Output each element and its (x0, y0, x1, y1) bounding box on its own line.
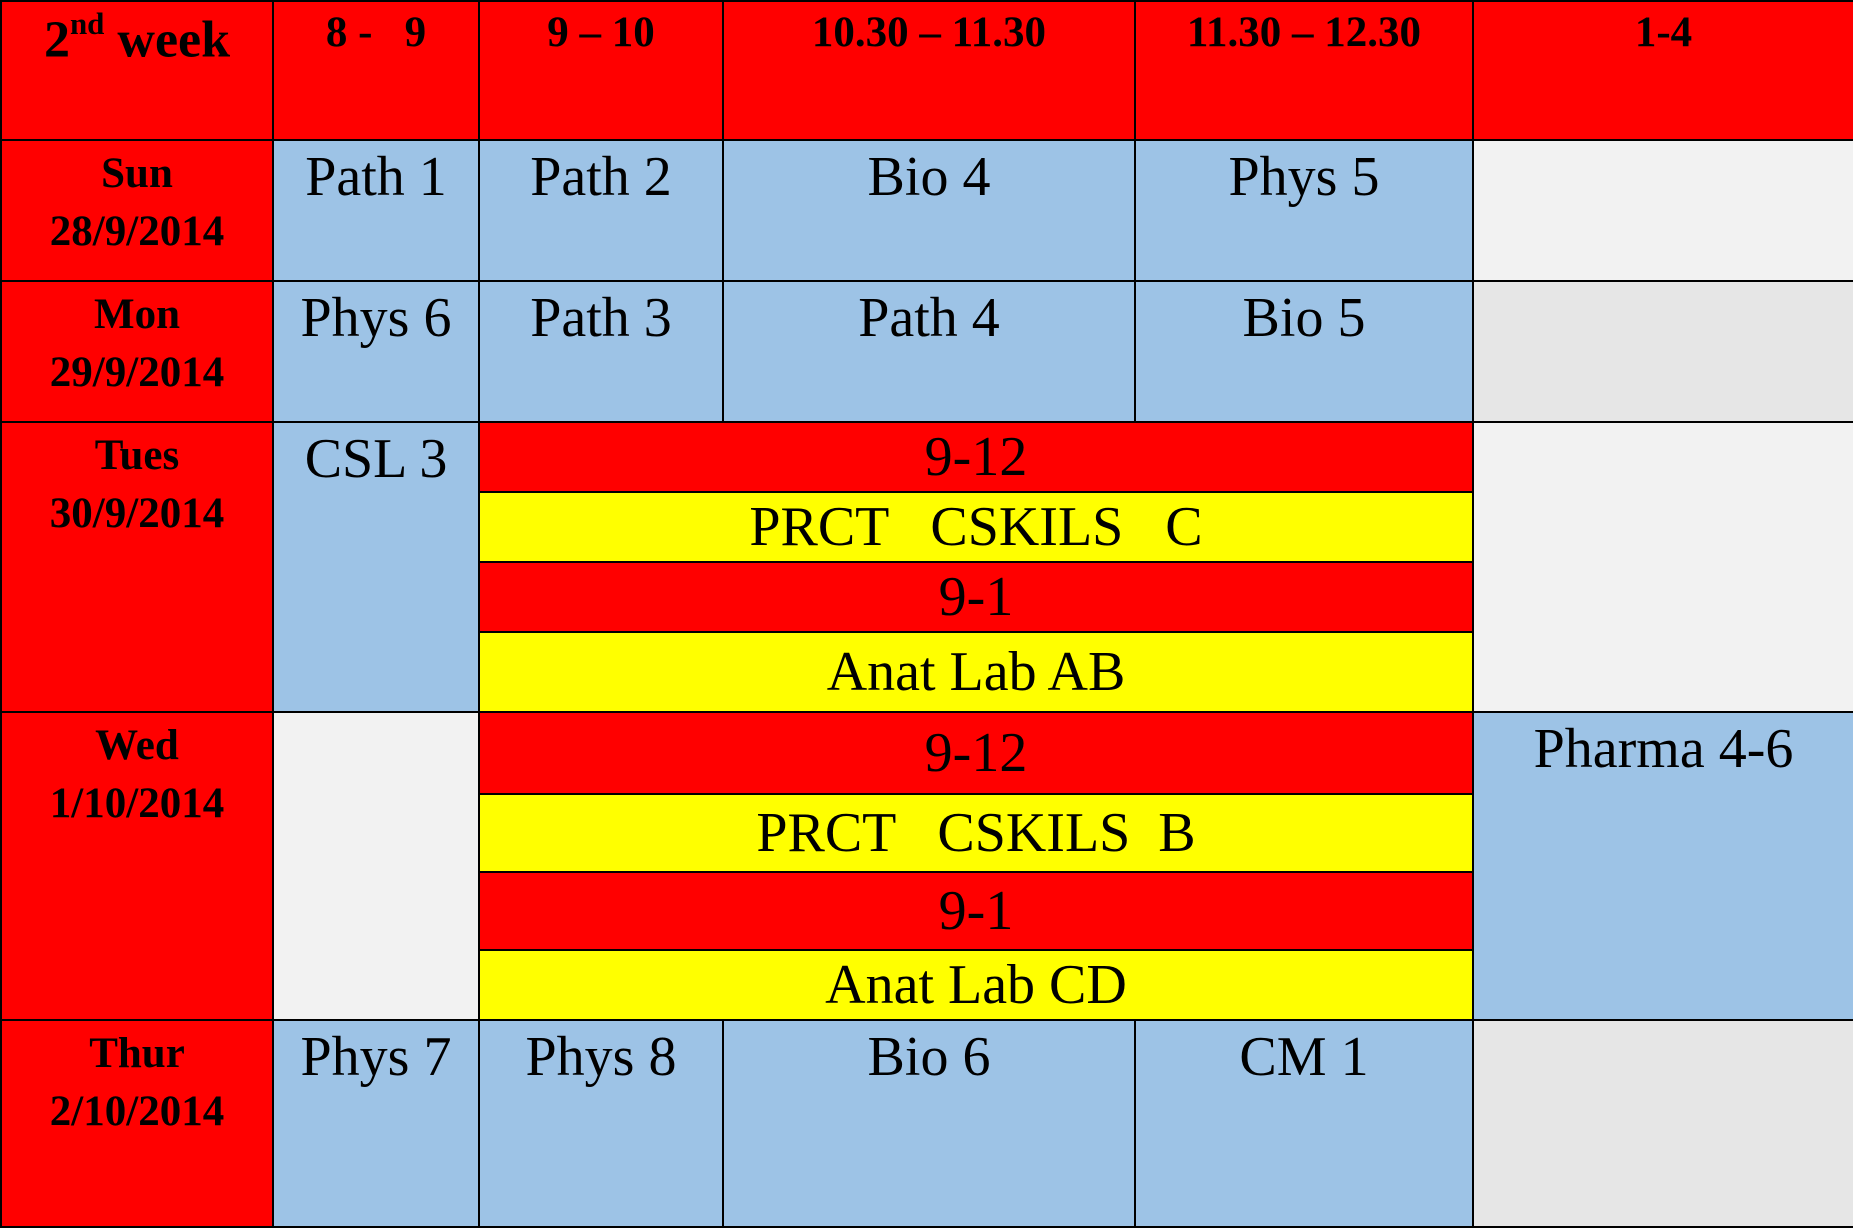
day-cell-thursday: Thur 2/10/2014 (0, 1019, 274, 1228)
lecture-cell: Phys 7 (272, 1019, 480, 1228)
day-cell-sunday: Sun 28/9/2014 (0, 139, 274, 282)
row-thursday: Thur 2/10/2014 Phys 7 Phys 8 Bio 6 CM 1 (0, 1019, 1853, 1228)
lecture-cell: Bio 5 (1134, 280, 1474, 423)
practical-session-band: Anat Lab AB (478, 631, 1474, 713)
day-name: Wed (95, 722, 179, 769)
lecture-cell: Path 4 (722, 280, 1136, 423)
empty-cell (1472, 139, 1853, 282)
week-title: 2nd week (0, 0, 274, 141)
day-date: 30/9/2014 (49, 490, 225, 537)
day-date: 1/10/2014 (49, 780, 225, 827)
practical-session-band: PRCT CSKILS C (478, 491, 1474, 563)
practical-session-band: Anat Lab CD (478, 949, 1474, 1021)
empty-cell (1472, 280, 1853, 423)
lecture-cell: Path 3 (478, 280, 724, 423)
day-name: Tues (94, 432, 180, 479)
lecture-cell: Phys 6 (272, 280, 480, 423)
row-sunday: Sun 28/9/2014 Path 1 Path 2 Bio 4 Phys 5 (0, 139, 1853, 282)
lecture-cell: Pharma 4-6 (1472, 711, 1853, 1021)
week-ordinal-suffix: nd (69, 6, 105, 41)
day-date: 28/9/2014 (49, 208, 225, 255)
row-tuesday: Tues 30/9/2014 CSL 3 9-12 (0, 421, 1853, 713)
lecture-cell: Bio 4 (722, 139, 1136, 282)
day-name: Thur (89, 1030, 185, 1077)
session-time-band: 9-1 (478, 561, 1474, 633)
day-cell-wednesday: Wed 1/10/2014 (0, 711, 274, 1021)
slot-header-3: 10.30 – 11.30 (722, 0, 1136, 141)
row-monday: Mon 29/9/2014 Phys 6 Path 3 Path 4 Bio 5 (0, 280, 1853, 423)
lecture-cell: Path 2 (478, 139, 724, 282)
slot-header-2: 9 – 10 (478, 0, 724, 141)
lecture-cell: Phys 8 (478, 1019, 724, 1228)
slot-header-1: 8 - 9 (272, 0, 480, 141)
day-date: 2/10/2014 (49, 1088, 225, 1135)
lecture-cell: Bio 6 (722, 1019, 1136, 1228)
practical-session-band: PRCT CSKILS B (478, 793, 1474, 873)
lecture-cell: CM 1 (1134, 1019, 1474, 1228)
day-date: 29/9/2014 (49, 349, 225, 396)
header-row: 2nd week 8 - 9 9 – 10 10.30 – 11.30 11.3… (0, 0, 1853, 141)
session-time-band: 9-12 (478, 711, 1474, 795)
empty-cell (1472, 421, 1853, 713)
day-name: Sun (101, 150, 173, 197)
empty-cell (1472, 1019, 1853, 1228)
day-name: Mon (94, 291, 180, 338)
session-time-band: 9-12 (478, 421, 1474, 493)
lecture-cell: Phys 5 (1134, 139, 1474, 282)
lecture-cell: Path 1 (272, 139, 480, 282)
week-number: 2 (43, 11, 70, 69)
slot-header-5: 1-4 (1472, 0, 1853, 141)
day-cell-tuesday: Tues 30/9/2014 (0, 421, 274, 713)
row-wednesday: Wed 1/10/2014 9-12 Pharma 4-6 (0, 711, 1853, 1021)
slot-header-4: 11.30 – 12.30 (1134, 0, 1474, 141)
session-time-band: 9-1 (478, 871, 1474, 951)
lecture-cell: CSL 3 (272, 421, 480, 713)
day-cell-monday: Mon 29/9/2014 (0, 280, 274, 423)
empty-cell (272, 711, 480, 1021)
week-word: week (104, 11, 231, 69)
